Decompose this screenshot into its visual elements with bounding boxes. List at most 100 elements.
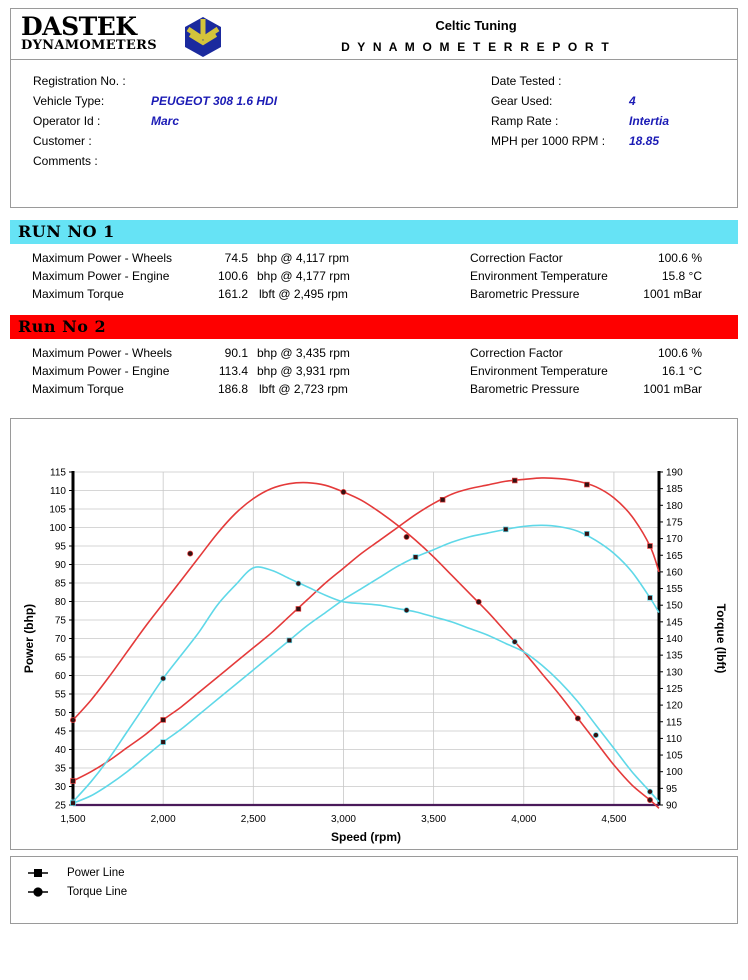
svg-text:4,000: 4,000 <box>511 814 536 825</box>
report-title: D Y N A M O M E T E R R E P O R T <box>341 40 611 54</box>
vehicle-type-label: Vehicle Type: <box>33 94 105 108</box>
svg-text:120: 120 <box>666 701 683 712</box>
run1-barometric-pressure-label: Barometric Pressure <box>470 287 580 301</box>
vehicle-info-panel: Registration No. : Vehicle Type: PEUGEOT… <box>10 60 738 208</box>
svg-text:30: 30 <box>55 782 67 793</box>
svg-text:85: 85 <box>55 579 67 590</box>
run2-max-power-wheels-unit: bhp @ 3,435 rpm <box>257 346 350 360</box>
svg-text:180: 180 <box>666 501 683 512</box>
logo-text-block: DASTEK DYNAMOMETERS <box>21 14 157 53</box>
run1-max-power-wheels-value: 74.5 <box>224 251 248 265</box>
svg-text:100: 100 <box>49 523 66 534</box>
svg-text:1,500: 1,500 <box>60 814 85 825</box>
operator-id-label: Operator Id : <box>33 114 101 128</box>
run1-max-power-wheels-label: Maximum Power - Wheels <box>32 251 173 265</box>
report-header: DASTEK DYNAMOMETERS Celtic Tuning D Y N … <box>10 8 738 60</box>
chart-legend: Power Line Torque Line <box>10 856 738 924</box>
run-2-header-bar: Run No 2 <box>10 315 738 339</box>
svg-text:95: 95 <box>666 784 678 795</box>
mph-per-1000-rpm-value: 18.85 <box>629 134 660 148</box>
svg-text:115: 115 <box>50 468 66 479</box>
gear-used-value: 4 <box>629 94 636 108</box>
run2-barometric-pressure-label: Barometric Pressure <box>470 382 580 396</box>
date-tested-label: Date Tested : <box>491 74 562 88</box>
run1-env-temperature-value: 15.8 °C <box>661 269 702 283</box>
svg-text:145: 145 <box>666 617 683 628</box>
svg-text:40: 40 <box>55 745 67 756</box>
svg-text:155: 155 <box>666 584 683 595</box>
run1-max-torque-value: 161.2 <box>217 287 248 301</box>
svg-text:185: 185 <box>666 484 683 495</box>
run2-correction-factor-label: Correction Factor <box>470 346 563 360</box>
legend-entry-torque: Torque Line <box>27 885 127 899</box>
company-name: Celtic Tuning <box>435 18 517 33</box>
dastek-logo: DASTEK DYNAMOMETERS <box>21 12 236 58</box>
svg-text:110: 110 <box>50 486 66 497</box>
svg-text:95: 95 <box>55 542 67 553</box>
svg-text:25: 25 <box>55 801 67 812</box>
run1-env-temperature-label: Environment Temperature <box>470 269 608 283</box>
run2-max-torque-label: Maximum Torque <box>32 382 124 396</box>
svg-text:160: 160 <box>666 567 683 578</box>
run-1-title: RUN NO 1 <box>18 222 115 241</box>
run1-correction-factor-label: Correction Factor <box>470 251 563 265</box>
svg-text:105: 105 <box>666 751 683 762</box>
customer-label: Customer : <box>33 134 92 148</box>
svg-text:2,000: 2,000 <box>151 814 176 825</box>
dyno-chart-panel: 25 30 35 40 45 50 55 60 65 70 75 80 85 90 95 100 105 110 1… <box>10 418 738 850</box>
logo-brand-name: DASTEK <box>21 12 137 41</box>
svg-text:105: 105 <box>49 505 66 516</box>
svg-text:70: 70 <box>55 634 67 645</box>
legend-label-power: Power Line <box>67 867 125 879</box>
svg-text:75: 75 <box>55 616 67 627</box>
svg-text:90: 90 <box>666 801 678 812</box>
legend-label-torque: Torque Line <box>67 886 128 898</box>
ramp-rate-value: Intertia <box>629 114 670 128</box>
run2-max-torque-unit: lbft @ 2,723 rpm <box>259 382 348 396</box>
svg-text:165: 165 <box>666 551 683 562</box>
svg-text:55: 55 <box>55 690 67 701</box>
run2-max-power-engine-label: Maximum Power - Engine <box>32 364 170 378</box>
power-torque-chart: 25 30 35 40 45 50 55 60 65 70 75 80 85 90 95 100 105 110 1… <box>22 468 728 845</box>
svg-text:150: 150 <box>666 601 683 612</box>
svg-text:140: 140 <box>666 634 683 645</box>
svg-text:35: 35 <box>55 764 67 775</box>
run2-barometric-pressure-value: 1001 mBar <box>643 382 702 396</box>
svg-text:2,500: 2,500 <box>241 814 266 825</box>
svg-text:3,000: 3,000 <box>331 814 356 825</box>
run2-max-power-engine-unit: bhp @ 3,931 rpm <box>257 364 350 378</box>
svg-text:4,500: 4,500 <box>601 814 626 825</box>
run2-max-power-wheels-value: 90.1 <box>224 346 248 360</box>
run-2-title: Run No 2 <box>18 317 107 336</box>
run1-barometric-pressure-value: 1001 mBar <box>643 287 702 301</box>
svg-text:60: 60 <box>55 671 67 682</box>
run2-env-temperature-label: Environment Temperature <box>470 364 608 378</box>
svg-text:190: 190 <box>666 468 683 479</box>
svg-text:Speed (rpm): Speed (rpm) <box>331 830 401 844</box>
svg-text:50: 50 <box>55 708 67 719</box>
svg-text:125: 125 <box>666 684 683 695</box>
legend-entry-power: Power Line <box>27 866 125 880</box>
run1-max-power-engine-value: 100.6 <box>217 269 248 283</box>
circle-marker-icon <box>28 887 48 897</box>
vehicle-type-value: PEUGEOT 308 1.6 HDI <box>151 94 278 108</box>
svg-text:170: 170 <box>666 534 683 545</box>
run1-max-power-engine-label: Maximum Power - Engine <box>32 269 170 283</box>
comments-label: Comments : <box>33 154 98 168</box>
run2-max-power-wheels-label: Maximum Power - Wheels <box>32 346 173 360</box>
run1-max-power-engine-unit: bhp @ 4,177 rpm <box>257 269 350 283</box>
registration-label: Registration No. : <box>33 74 126 88</box>
svg-text:80: 80 <box>55 597 67 608</box>
svg-text:115: 115 <box>666 717 682 728</box>
svg-text:130: 130 <box>666 667 683 678</box>
run2-max-torque-value: 186.8 <box>217 382 248 396</box>
svg-text:3,500: 3,500 <box>421 814 446 825</box>
logo-brand-subtitle: DYNAMOMETERS <box>21 38 157 53</box>
svg-text:65: 65 <box>55 653 67 664</box>
run2-max-power-engine-value: 113.4 <box>218 364 248 378</box>
svg-text:100: 100 <box>666 767 683 778</box>
run2-env-temperature-value: 16.1 °C <box>661 364 702 378</box>
run1-correction-factor-value: 100.6 % <box>657 251 702 265</box>
run-1-header-bar: RUN NO 1 <box>10 220 738 244</box>
